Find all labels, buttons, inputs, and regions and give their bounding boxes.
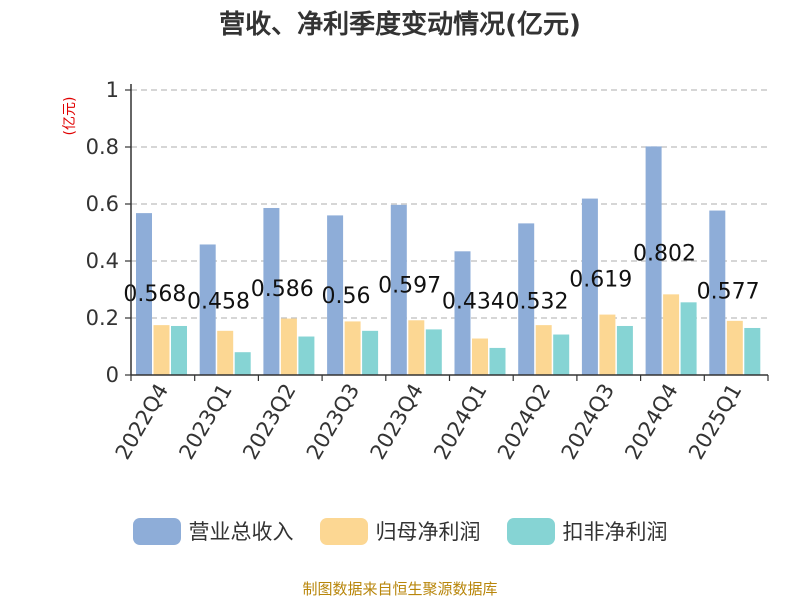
value-label: 0.586: [251, 277, 314, 302]
y-tick-label: 1: [106, 78, 119, 102]
chart-title: 营收、净利季度变动情况(亿元): [219, 9, 581, 40]
value-label: 0.458: [187, 289, 250, 314]
bar-revenue: [136, 213, 152, 375]
x-tick-label: 2023Q4: [366, 380, 428, 464]
x-tick-label: 2022Q4: [111, 380, 173, 464]
value-label: 0.532: [506, 289, 569, 314]
bar-revenue: [518, 223, 535, 375]
value-label: 0.619: [569, 267, 632, 292]
bar-deducted-net-profit: [171, 325, 187, 375]
y-tick-label: 0: [106, 363, 119, 387]
legend-swatch-net-profit: [319, 517, 368, 545]
bar-revenue: [263, 207, 280, 375]
bar-deducted-net-profit: [425, 329, 442, 375]
bar-net-profit: [599, 314, 616, 375]
legend-label-deducted-net-profit: 扣非净利润: [562, 520, 668, 544]
bar-deducted-net-profit: [362, 330, 379, 375]
value-label: 0.577: [697, 279, 760, 304]
bar-revenue: [327, 215, 344, 375]
y-axis-unit: (亿元): [62, 97, 78, 136]
x-tick-label: 2024Q4: [620, 380, 682, 464]
bar-deducted-net-profit: [680, 302, 697, 375]
bar-deducted-net-profit: [553, 334, 570, 375]
bar-deducted-net-profit: [298, 336, 315, 375]
x-tick-labels: 2022Q4 2023Q1 2023Q2 2023Q3 2023Q4 2024Q1 2024…: [111, 380, 747, 464]
legend: 营业总收入 归母净利润 扣非净利润: [0, 516, 800, 546]
legend-swatch-deducted-net-profit: [506, 517, 555, 545]
bar-deducted-net-profit: [744, 327, 761, 375]
x-tick-label: 2023Q1: [174, 380, 236, 464]
bar-revenue: [645, 146, 662, 375]
data-source-note: 制图数据来自恒生聚源数据库: [302, 580, 498, 598]
x-tick-label: 2024Q1: [429, 380, 491, 464]
bar-revenue: [581, 198, 598, 375]
bar-deducted-net-profit: [489, 347, 506, 375]
bar-net-profit: [726, 320, 743, 375]
value-label: 0.802: [633, 241, 696, 266]
legend-item-deducted-net-profit[interactable]: 扣非净利润: [506, 516, 668, 546]
bar-net-profit: [408, 320, 425, 375]
bar-net-profit: [663, 294, 680, 375]
legend-label-net-profit: 归母净利润: [375, 520, 481, 544]
bar-net-profit: [153, 325, 170, 375]
x-tick-label: 2024Q2: [493, 380, 555, 464]
legend-label-revenue: 营业总收入: [188, 520, 294, 544]
legend-swatch-revenue: [132, 517, 181, 545]
x-tick-label: 2023Q2: [238, 380, 300, 464]
bar-net-profit: [472, 338, 488, 375]
value-label: 0.434: [442, 289, 505, 314]
value-label: 0.568: [123, 282, 186, 307]
y-tick-labels: 0 0.2 0.4 0.6 0.8 1: [86, 78, 119, 387]
bar-revenue: [390, 204, 407, 375]
x-tick-label: 2025Q1: [684, 380, 746, 464]
legend-item-revenue[interactable]: 营业总收入: [132, 516, 294, 546]
x-tick-label: 2023Q3: [302, 380, 364, 464]
bar-deducted-net-profit: [234, 352, 251, 375]
bar-net-profit: [280, 318, 297, 375]
bar-deducted-net-profit: [616, 325, 633, 375]
value-label: 0.56: [321, 284, 370, 309]
bar-net-profit: [344, 321, 361, 375]
y-tick-label: 0.6: [86, 192, 119, 216]
bar-revenue: [199, 244, 216, 375]
y-tick-label: 0.8: [86, 135, 119, 159]
y-tick-label: 0.2: [86, 306, 119, 330]
x-tick-label: 2024Q3: [557, 380, 619, 464]
legend-item-net-profit[interactable]: 归母净利润: [319, 516, 481, 546]
value-label: 0.597: [378, 274, 441, 299]
bars: [136, 146, 761, 375]
bar-net-profit: [217, 330, 234, 375]
bar-net-profit: [535, 325, 552, 375]
bar-revenue: [709, 210, 726, 375]
y-tick-label: 0.4: [86, 249, 119, 273]
bar-revenue: [454, 251, 471, 375]
grid-lines: [131, 89, 768, 319]
axes: [125, 84, 769, 381]
